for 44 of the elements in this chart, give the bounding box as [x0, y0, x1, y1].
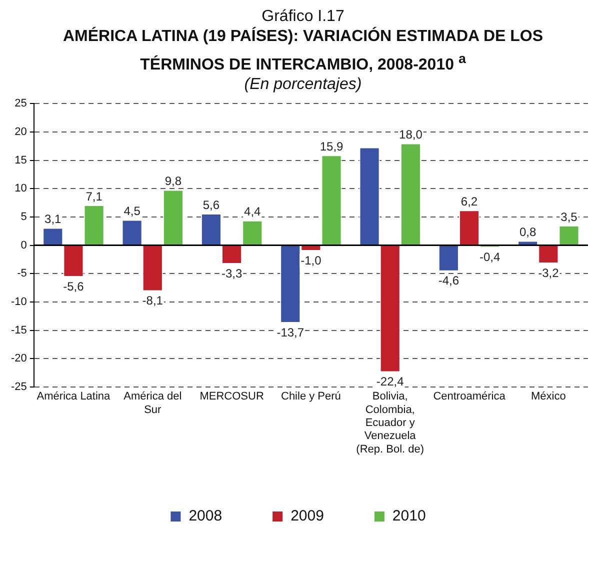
legend-label: 2009	[290, 508, 324, 525]
legend-label: 2010	[392, 508, 426, 525]
x-tick-label: Chile y Perú	[280, 390, 341, 403]
data-label: 9,8	[164, 174, 182, 188]
data-label: -3,3	[221, 266, 242, 281]
chart-subtitle: Gráfico I.17	[260, 8, 346, 26]
data-label: -3,2	[538, 266, 560, 280]
x-tick-label: América Latina	[36, 390, 112, 403]
data-label: -0,4	[480, 250, 501, 264]
data-label: 4,4	[244, 205, 262, 219]
y-tick-label: 10	[14, 182, 27, 195]
data-label: -4,6	[438, 274, 460, 288]
y-tick-label: 20	[14, 126, 27, 138]
legend-label: 2008	[188, 508, 222, 525]
x-tick-label: México	[531, 390, 566, 403]
data-label: 6,2	[460, 194, 478, 209]
data-label: -1,0	[300, 254, 322, 268]
data-label: 3,1	[44, 212, 62, 226]
data-label: -8,1	[142, 294, 164, 308]
y-tick-label: -15	[10, 324, 27, 337]
data-label: -5,6	[63, 280, 84, 294]
y-tick-label: -20	[10, 353, 27, 366]
y-axis-title: (En porcentajes)	[243, 76, 363, 94]
x-tick-label: Bolivia, Colombia, Ecuador y Venezuela (Rep. Bol. de)	[356, 390, 424, 456]
y-tick-label: -10	[10, 296, 27, 308]
data-label: 5,6	[202, 198, 220, 212]
x-tick-label: Centroamérica	[433, 390, 506, 403]
y-tick-label: -25	[10, 381, 27, 394]
data-label: 4,5	[124, 204, 141, 218]
y-tick-label: 15	[14, 154, 27, 167]
data-label: 3,5	[560, 210, 578, 224]
data-label: -13,7	[276, 326, 304, 340]
x-tick-label: MERCOSUR	[200, 390, 264, 403]
data-label: -22,4	[376, 374, 404, 389]
y-tick-label: 5	[20, 211, 27, 224]
data-label: 0,8	[519, 225, 537, 240]
y-tick-label: 0	[20, 240, 27, 252]
data-label: 7,1	[86, 190, 103, 204]
x-tick-label: América del Sur	[124, 390, 182, 416]
data-label: 18,0	[399, 128, 423, 142]
chart-title: AMÉRICA LATINA (19 PAÍSES): VARIACIÓN ESTIMADA DE LOS TÉRMINOS DE INTERCAMBIO, 2008-2010 $^{a}$	[62, 26, 544, 76]
y-tick-label: -5	[17, 268, 27, 280]
y-tick-label: 25	[14, 98, 27, 110]
data-label: 15,9	[320, 140, 344, 154]
